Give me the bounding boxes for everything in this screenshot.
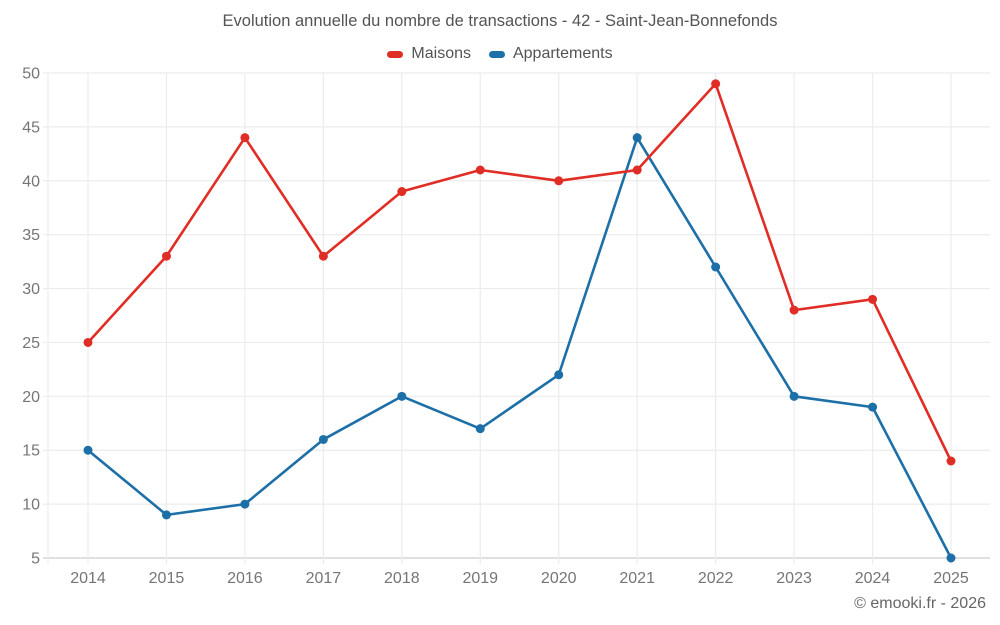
data-point-appartements-2020[interactable] — [554, 370, 564, 380]
appartements-color-swatch — [488, 50, 505, 58]
data-point-maisons-2016[interactable] — [240, 133, 250, 143]
y-axis-tick-label: 20 — [22, 389, 40, 406]
y-axis-tick-label: 35 — [22, 227, 40, 244]
data-point-maisons-2023[interactable] — [789, 305, 799, 315]
x-axis-tick-label: 2014 — [70, 570, 106, 587]
chart-title: Evolution annuelle du nombre de transact… — [222, 12, 778, 30]
y-axis-tick-label: 15 — [22, 443, 40, 460]
data-point-maisons-2017[interactable] — [318, 251, 328, 261]
data-point-appartements-2014[interactable] — [83, 445, 93, 455]
data-point-appartements-2016[interactable] — [240, 499, 250, 509]
data-point-maisons-2019[interactable] — [475, 165, 485, 175]
data-point-appartements-2019[interactable] — [475, 424, 485, 434]
x-axis-tick-label: 2021 — [619, 570, 655, 587]
x-axis-tick-label: 2024 — [855, 570, 891, 587]
data-point-maisons-2024[interactable] — [868, 294, 878, 304]
data-point-maisons-2025[interactable] — [946, 456, 956, 466]
x-axis-tick-label: 2020 — [541, 570, 577, 587]
x-axis-tick-label: 2022 — [698, 570, 734, 587]
x-axis-tick-label: 2023 — [776, 570, 812, 587]
series-line-appartements — [86, 136, 953, 560]
legend-item-appartements[interactable]: Appartements — [488, 45, 613, 63]
data-point-appartements-2023[interactable] — [789, 391, 799, 401]
data-point-maisons-2018[interactable] — [397, 187, 407, 197]
data-point-maisons-2015[interactable] — [161, 251, 171, 261]
x-axis-tick-label: 2015 — [149, 570, 185, 587]
data-point-maisons-2022[interactable] — [711, 79, 721, 89]
data-point-appartements-2022[interactable] — [711, 262, 721, 272]
y-axis-tick-label: 40 — [22, 173, 40, 190]
y-axis-tick-label: 10 — [22, 497, 40, 514]
legend-label-maisons: Maisons — [411, 45, 471, 62]
data-point-appartements-2025[interactable] — [946, 553, 956, 563]
chart-legend: Maisons Appartements — [0, 45, 1000, 63]
data-point-maisons-2020[interactable] — [554, 176, 564, 186]
legend-label-appartements: Appartements — [512, 45, 613, 62]
y-axis-tick-label: 5 — [31, 551, 40, 568]
x-axis-tick-label: 2019 — [462, 570, 498, 587]
x-axis-tick-label: 2025 — [933, 570, 969, 587]
watermark: © emooki.fr - 2026 — [854, 595, 986, 612]
data-point-appartements-2024[interactable] — [868, 402, 878, 412]
data-point-appartements-2015[interactable] — [161, 510, 171, 520]
data-point-appartements-2018[interactable] — [397, 391, 407, 401]
data-point-appartements-2017[interactable] — [318, 434, 328, 444]
y-axis-tick-label: 25 — [22, 335, 40, 352]
x-axis-tick-label: 2018 — [384, 570, 420, 587]
data-point-maisons-2014[interactable] — [83, 337, 93, 347]
y-axis-tick-label: 30 — [22, 281, 40, 298]
maisons-color-swatch — [387, 50, 404, 58]
x-axis-tick-label: 2017 — [306, 570, 342, 587]
data-point-maisons-2021[interactable] — [632, 165, 642, 175]
x-axis-tick-label: 2016 — [227, 570, 263, 587]
series-line-maisons — [86, 82, 953, 463]
legend-item-maisons[interactable]: Maisons — [387, 45, 471, 63]
y-axis-tick-label: 50 — [22, 66, 40, 83]
y-axis-tick-label: 45 — [22, 119, 40, 136]
data-point-appartements-2021[interactable] — [632, 133, 642, 143]
